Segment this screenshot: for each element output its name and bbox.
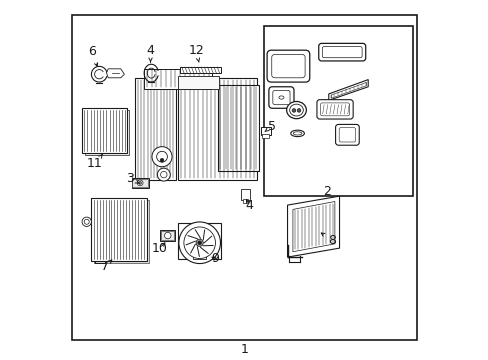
Circle shape (157, 168, 170, 181)
Bar (178, 76, 219, 89)
Polygon shape (330, 82, 366, 98)
Bar (178, 78, 257, 180)
Circle shape (139, 181, 142, 184)
Circle shape (198, 241, 201, 244)
Text: 7: 7 (101, 260, 112, 273)
Text: 6: 6 (88, 45, 98, 66)
Circle shape (297, 109, 300, 112)
Polygon shape (328, 80, 367, 100)
Bar (178, 223, 221, 259)
Text: 5: 5 (264, 120, 275, 133)
Bar (135, 78, 176, 180)
Polygon shape (292, 202, 334, 252)
Text: 8: 8 (321, 233, 336, 247)
Bar (144, 69, 212, 89)
Bar (132, 179, 148, 187)
Bar (260, 127, 270, 135)
Polygon shape (287, 196, 339, 257)
Text: 4: 4 (146, 44, 154, 62)
Bar (84, 111, 129, 155)
FancyBboxPatch shape (316, 100, 352, 119)
Text: 1: 1 (240, 343, 247, 356)
Circle shape (183, 227, 215, 258)
Circle shape (196, 239, 203, 246)
FancyBboxPatch shape (271, 54, 305, 78)
Text: 3: 3 (126, 172, 140, 185)
Ellipse shape (290, 130, 304, 136)
Circle shape (160, 158, 163, 162)
Bar (262, 134, 269, 138)
Circle shape (82, 217, 91, 226)
FancyBboxPatch shape (335, 125, 359, 145)
Bar (217, 85, 258, 171)
FancyBboxPatch shape (266, 50, 309, 82)
Circle shape (156, 151, 167, 162)
Bar (91, 198, 146, 261)
Circle shape (179, 222, 220, 264)
Circle shape (137, 180, 142, 186)
Text: 10: 10 (151, 242, 167, 255)
Ellipse shape (293, 132, 301, 135)
Ellipse shape (289, 104, 303, 116)
Bar (161, 231, 174, 240)
FancyBboxPatch shape (318, 43, 365, 61)
FancyBboxPatch shape (320, 103, 349, 116)
Polygon shape (106, 69, 124, 78)
Ellipse shape (286, 102, 306, 119)
Bar (82, 108, 127, 153)
FancyBboxPatch shape (268, 87, 293, 108)
Bar (264, 26, 412, 196)
Bar (193, 252, 206, 259)
Circle shape (292, 109, 295, 112)
Bar (160, 230, 175, 241)
Text: 4: 4 (245, 199, 253, 212)
Circle shape (152, 147, 172, 167)
Text: 2: 2 (323, 185, 330, 198)
Text: 12: 12 (188, 44, 203, 62)
Bar (93, 201, 149, 263)
Polygon shape (180, 67, 221, 73)
FancyBboxPatch shape (339, 128, 355, 142)
Circle shape (160, 171, 167, 178)
Bar (131, 178, 148, 188)
Circle shape (84, 219, 89, 224)
Bar (242, 199, 247, 203)
Text: 11: 11 (86, 154, 102, 170)
Circle shape (164, 232, 171, 239)
FancyBboxPatch shape (322, 46, 362, 58)
Text: 9: 9 (211, 252, 219, 265)
FancyBboxPatch shape (272, 90, 289, 105)
Ellipse shape (278, 96, 284, 99)
Bar (241, 189, 249, 200)
